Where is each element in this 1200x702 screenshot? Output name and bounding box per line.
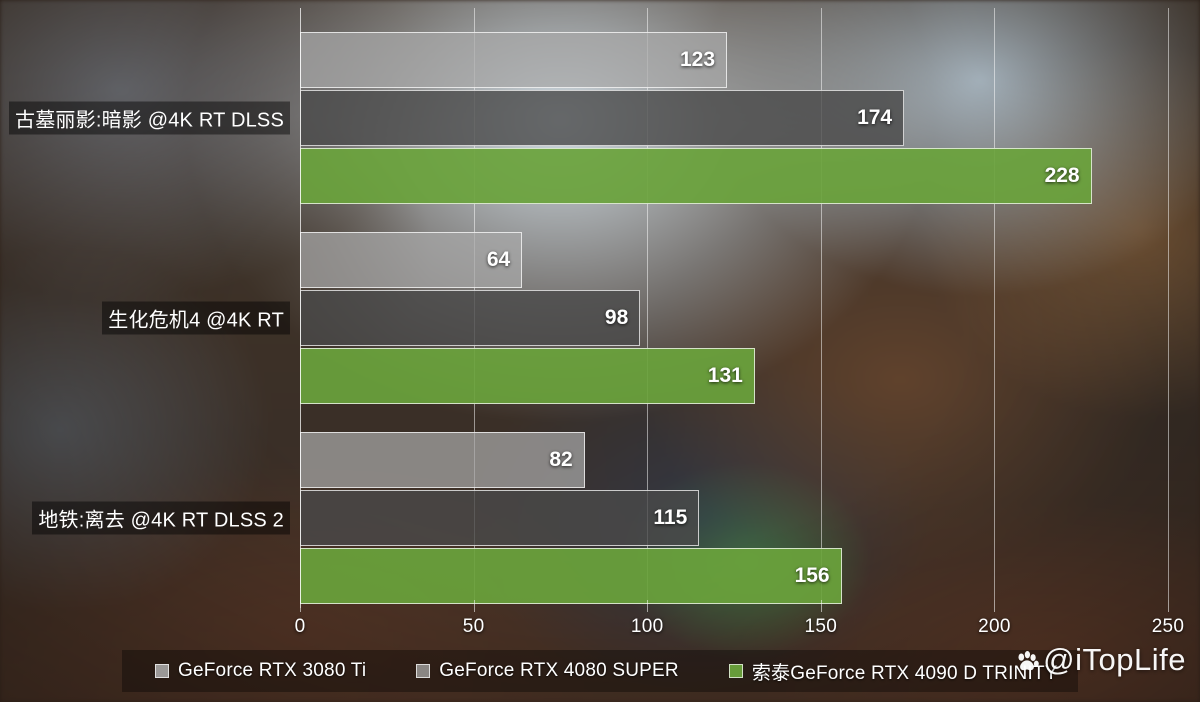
bar: 156 xyxy=(300,548,842,604)
bar: 174 xyxy=(300,90,905,146)
x-axis-tick xyxy=(994,600,996,612)
x-axis-tick xyxy=(647,600,649,612)
legend-swatch xyxy=(728,664,743,678)
bar-value-label: 64 xyxy=(486,248,511,271)
bar: 123 xyxy=(300,32,728,88)
watermark-text: @iTopLife xyxy=(1043,642,1186,677)
bar-value-label: 123 xyxy=(680,48,716,71)
bar-value-label: 174 xyxy=(857,106,893,129)
paw-print-icon xyxy=(1014,647,1040,673)
legend-swatch xyxy=(155,664,169,678)
category-label: 地铁:离去 @4K RT DLSS 2 xyxy=(32,501,290,535)
bar-value-label: 131 xyxy=(707,364,743,387)
legend-label: GeForce RTX 4080 SUPER xyxy=(439,660,679,681)
legend-label: GeForce RTX 3080 Ti xyxy=(178,660,367,681)
x-axis-tick-label: 250 xyxy=(1151,616,1185,637)
gridline xyxy=(647,8,649,600)
bar: 228 xyxy=(300,148,1092,204)
x-axis-tick xyxy=(1168,600,1169,612)
gridline xyxy=(994,8,996,600)
legend-item[interactable]: 索泰GeForce RTX 4090 D TRINITY xyxy=(728,658,1058,685)
x-axis-tick-label: 0 xyxy=(294,616,306,637)
legend-item[interactable]: GeForce RTX 3080 Ti xyxy=(155,660,366,682)
legend-swatch xyxy=(416,664,431,678)
plot-area: 123 174 228 64 98 131 82 115 156 xyxy=(300,8,1169,604)
bar-value-label: 98 xyxy=(604,306,629,329)
x-axis-tick-label: 100 xyxy=(630,616,664,637)
x-axis-tick xyxy=(300,600,301,612)
x-axis-tick-label: 150 xyxy=(804,616,838,637)
x-axis-tick xyxy=(473,600,475,612)
watermark: @iTopLife xyxy=(1014,642,1186,678)
category-label: 生化危机4 @4K RT xyxy=(102,301,290,335)
bar-value-label: 82 xyxy=(549,448,573,471)
chart-legend: GeForce RTX 3080 Ti GeForce RTX 4080 SUPE… xyxy=(122,650,1078,692)
category-label: 古墓丽影:暗影 @4K RT DLSS xyxy=(9,101,290,135)
x-axis-tick-label: 200 xyxy=(978,616,1011,637)
bar-value-label: 115 xyxy=(653,506,688,529)
bar-value-label: 156 xyxy=(794,564,830,587)
gridline xyxy=(1168,8,1169,600)
x-axis-tick xyxy=(820,600,822,612)
bar: 131 xyxy=(300,348,755,404)
bar: 98 xyxy=(300,290,641,346)
bar: 82 xyxy=(300,432,585,488)
gridline xyxy=(820,8,822,600)
bar-value-label: 228 xyxy=(1044,164,1080,187)
bar: 64 xyxy=(300,232,523,288)
legend-label: 索泰GeForce RTX 4090 D TRINITY xyxy=(751,662,1058,684)
y-axis-line xyxy=(300,8,301,608)
legend-item[interactable]: GeForce RTX 4080 SUPER xyxy=(416,660,679,682)
bar: 115 xyxy=(300,490,700,546)
x-axis-tick-label: 50 xyxy=(462,616,485,637)
